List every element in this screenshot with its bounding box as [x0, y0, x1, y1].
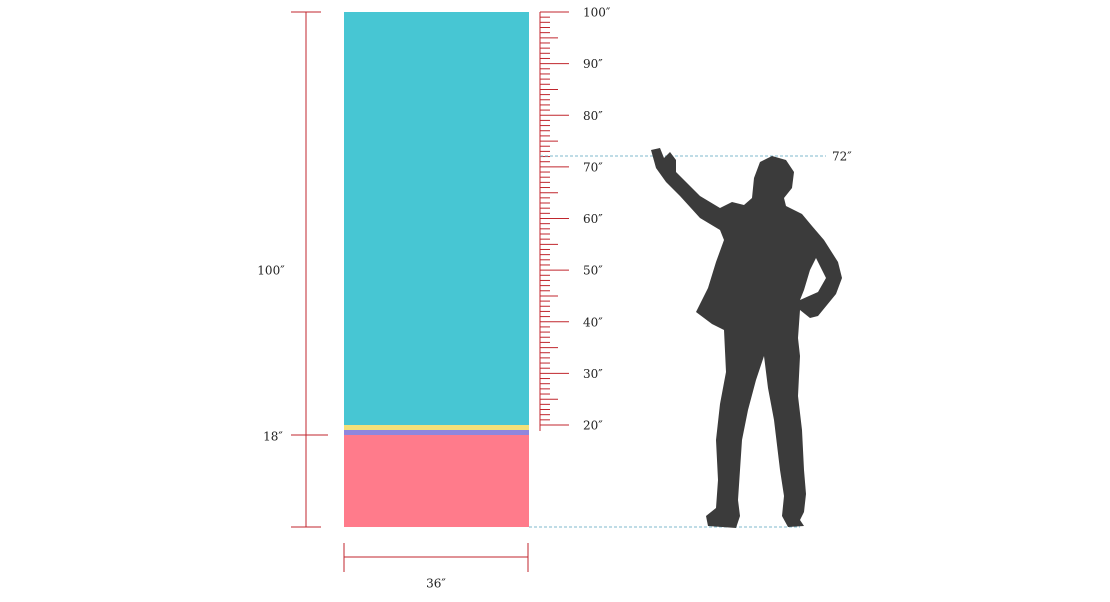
base-label: 18″ — [263, 430, 283, 444]
ruler-label: 80″ — [583, 109, 603, 123]
bar-base — [344, 435, 529, 527]
ruler — [539, 11, 569, 431]
bar-stripe-yellow — [344, 425, 529, 430]
ruler-label: 90″ — [583, 57, 603, 71]
person-silhouette — [651, 148, 842, 528]
width-dimension — [343, 543, 529, 572]
height-dimension — [291, 11, 328, 528]
reach-label: 72″ — [832, 150, 852, 164]
ruler-label: 70″ — [583, 160, 603, 174]
height-label: 100″ — [257, 264, 285, 278]
ruler-label: 60″ — [583, 212, 603, 226]
bar-stripe-purple — [344, 430, 529, 435]
ruler-label: 40″ — [583, 315, 603, 329]
bar-top — [344, 12, 529, 425]
ruler-label: 100″ — [583, 6, 611, 20]
width-label: 36″ — [426, 577, 446, 591]
ruler-label: 20″ — [583, 419, 603, 433]
ruler-label: 30″ — [583, 367, 603, 381]
ruler-label: 50″ — [583, 264, 603, 278]
